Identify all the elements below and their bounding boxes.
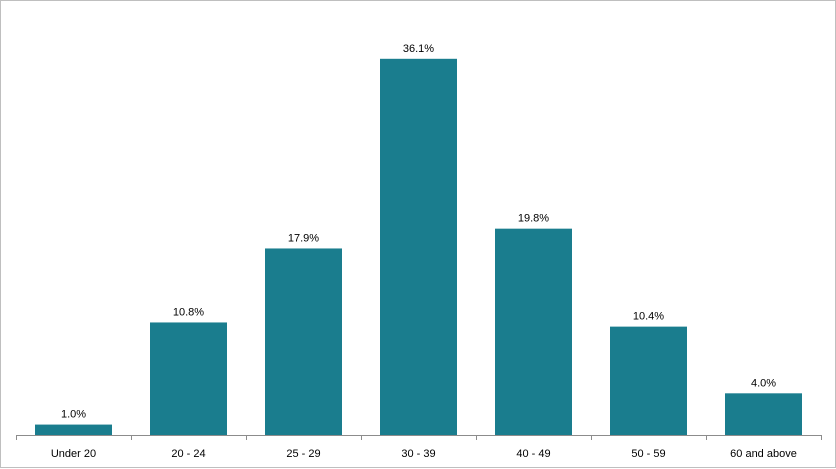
bar (725, 393, 802, 435)
x-tick-label: 30 - 39 (401, 448, 435, 460)
x-tick-label: Under 20 (51, 448, 96, 460)
x-tick-label: 20 - 24 (171, 448, 205, 460)
bar (380, 58, 457, 436)
data-label: 17.9% (288, 232, 319, 244)
data-label: 10.4% (633, 311, 664, 323)
x-tick-label: 25 - 29 (286, 448, 320, 460)
x-tick-label: 50 - 59 (631, 448, 665, 460)
bar (265, 248, 342, 435)
bar (610, 326, 687, 435)
bar (150, 322, 227, 435)
data-label: 1.0% (61, 409, 86, 421)
bar (495, 228, 572, 435)
x-tick-label: 60 and above (730, 448, 797, 460)
bar (35, 424, 112, 435)
data-label: 4.0% (751, 377, 776, 389)
data-label: 36.1% (403, 43, 434, 55)
data-label: 10.8% (173, 306, 204, 318)
x-tick-label: 40 - 49 (516, 448, 550, 460)
data-label: 19.8% (518, 213, 549, 225)
